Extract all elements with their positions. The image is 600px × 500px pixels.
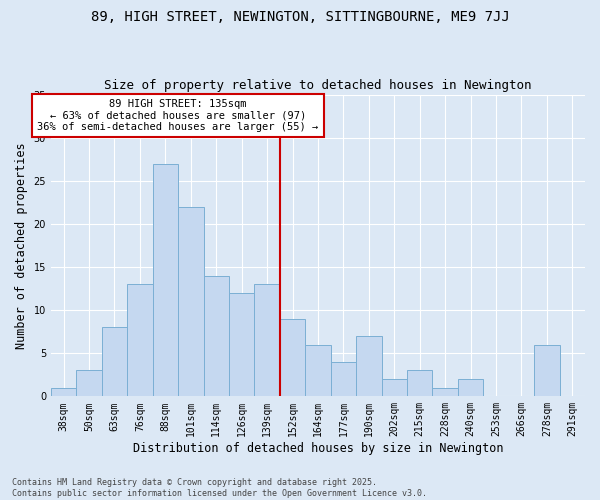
Bar xyxy=(356,336,382,396)
Bar xyxy=(127,284,152,397)
Bar xyxy=(178,206,203,396)
Text: 89, HIGH STREET, NEWINGTON, SITTINGBOURNE, ME9 7JJ: 89, HIGH STREET, NEWINGTON, SITTINGBOURN… xyxy=(91,10,509,24)
Bar xyxy=(280,318,305,396)
Bar xyxy=(458,379,483,396)
Bar xyxy=(203,276,229,396)
Bar xyxy=(331,362,356,396)
Bar xyxy=(76,370,102,396)
X-axis label: Distribution of detached houses by size in Newington: Distribution of detached houses by size … xyxy=(133,442,503,455)
Bar xyxy=(254,284,280,397)
Text: Contains HM Land Registry data © Crown copyright and database right 2025.
Contai: Contains HM Land Registry data © Crown c… xyxy=(12,478,427,498)
Y-axis label: Number of detached properties: Number of detached properties xyxy=(15,142,28,349)
Bar xyxy=(102,328,127,396)
Bar xyxy=(382,379,407,396)
Bar xyxy=(229,293,254,397)
Text: 89 HIGH STREET: 135sqm
← 63% of detached houses are smaller (97)
36% of semi-det: 89 HIGH STREET: 135sqm ← 63% of detached… xyxy=(37,99,319,132)
Bar xyxy=(433,388,458,396)
Bar xyxy=(534,344,560,397)
Bar xyxy=(407,370,433,396)
Bar xyxy=(152,164,178,396)
Title: Size of property relative to detached houses in Newington: Size of property relative to detached ho… xyxy=(104,79,532,92)
Bar xyxy=(305,344,331,397)
Bar xyxy=(51,388,76,396)
